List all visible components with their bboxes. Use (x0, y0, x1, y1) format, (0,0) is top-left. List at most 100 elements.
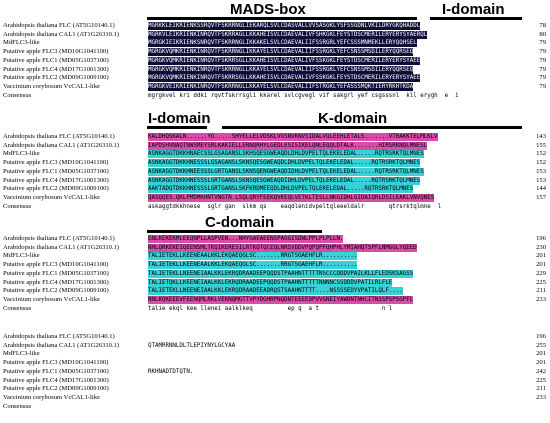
residue-segment: NNLKQKEEEVFEENQMLRKLVEKNQMGTTVPYDGHRPNQD… (148, 295, 414, 304)
sequence-end-position: 196 (536, 235, 546, 242)
sequence-residues: QASQQES.QKLPMDMKHNTVNGTN.LSQLQRYFEEKQVKE… (148, 193, 518, 202)
sequence-name: Putative apple FLC2 (MD09G1009100) (3, 74, 109, 82)
sequence-residues: MGRKKLEIKRIENKSSRQVTFSKRRNGLIEKARQLSVLCD… (148, 22, 518, 30)
sequence-name: Consensus (3, 304, 32, 312)
sequence-name: Putative apple FLC1 (MD05G1037100) (3, 56, 109, 64)
sequence-end-position: 233 (536, 295, 546, 303)
residue-segment: MGRGKVQMKRIENKINRQVTFSKRRSGLLKKAHEISVLCD… (148, 74, 421, 83)
sequence-end-position: 153 (536, 176, 546, 184)
sequence-rows: Arabidopsis thaliana FLC (AT5G10140.1) EN… (0, 235, 550, 313)
residue-segment: KALDHQSKALN......YG.....SHYELLELVDSKLVGS… (148, 133, 438, 141)
sequence-name: Arabidopsis thaliana FLC (AT5G10140.1) (3, 333, 115, 340)
mads-box-domain-label: MADS-box (230, 1, 306, 18)
sequence-name: Consensus (3, 91, 32, 99)
sequence-name: MdFLC3-like (3, 252, 40, 260)
sequence-name: MdFLC3-like (3, 39, 40, 47)
residue-segment: MGRGKVEIKRIENKINRQVTFSKRRNGLLKKAYELSVLCD… (148, 82, 414, 91)
residue-segment: IAPDSHVNAQTNWSMEYSRLKAKIELLERNQRHYLGEDLE… (148, 141, 428, 150)
sequence-end-position: 152 (536, 159, 546, 167)
sequence-residues: MGRGKVQMKRIENKINRQVTFSKRRSGLLKKAHEISVLCD… (148, 74, 518, 83)
sequence-end-position: 201 (536, 252, 546, 260)
sequence-name: Putative apple FLC1 (MD05G1037100) (3, 367, 109, 375)
sequence-end-position: 201 (536, 350, 546, 358)
sequence-residues: mgrgkvel kri ddki rqvtfskrrsgli kkarel s… (148, 92, 518, 100)
sequence-residues: MGRKVLEIKRIENKINRQVTFSKRRAGLLKKAHEISVLCD… (148, 30, 518, 39)
sequence-row: Vaccinium corybosum VcCAL1-like MGRGKVEIK… (0, 82, 550, 91)
sequence-row: Vaccinium corybosum VcCAL1-like 233 (0, 394, 550, 402)
sequence-residues: talie ekql kee llenei aalklkeq ep q a t … (148, 305, 518, 313)
sequence-end-position: 79 (539, 39, 546, 47)
sequence-row: Putative apple FLC2 (MD09G1009100) 211 (0, 385, 550, 393)
sequence-name: Arabidopsis thaliana CAL1 (AT1G26310.1) (3, 141, 120, 149)
sequence-row: Putative apple FLC2 (MD09G1009100) MGRGKV… (0, 74, 550, 83)
consensus-row: Consensus askaggtdkkhnese sglr gan slkm q… (0, 203, 550, 211)
sequence-name: Arabidopsis thaliana FLC (AT5G10140.1) (3, 235, 115, 242)
sequence-end-position: 233 (536, 393, 546, 401)
sequence-end-position: 79 (539, 74, 546, 82)
residue-segment: AAKTADQTDKKHNESSSLGRTGANSLSKFKRDMEEQDLDH… (148, 185, 414, 194)
sequence-residues: MGRGKVEIKRIENKINRQVTFSKRRNGLLKKAYELSVLCD… (148, 82, 518, 91)
k-domain-bar (222, 126, 522, 129)
sequence-end-position: 211 (536, 287, 546, 295)
sequence-row: Arabidopsis thaliana FLC (AT5G10140.1) EN… (0, 235, 550, 243)
sequence-name: Putative apple FLC4 (MD17G1001300) (3, 278, 109, 286)
sequence-name: MdFLC3-like (3, 350, 40, 358)
sequence-residues (148, 359, 518, 367)
sequence-row: Putative apple FLC3 (MD10G1041100) 201 (0, 359, 550, 367)
sequence-row: Putative apple FLC4 (MD17G1001300) TALIET… (0, 278, 550, 287)
sequence-row: Arabidopsis thaliana CAL1 (AT1G26310.1) N… (0, 243, 550, 252)
sequence-row: Putative apple FLC1 (MD05G1037100) TALIET… (0, 269, 550, 278)
sequence-end-position: 79 (539, 65, 546, 73)
sequence-end-position: 153 (536, 167, 546, 175)
sequence-rows: Arabidopsis thaliana FLC (AT5G10140.1) 19… (0, 333, 550, 413)
sequence-residues: TALIETEKLLKEENEAALKKLEKQAEQGLSC.......RR… (148, 252, 518, 261)
sequence-row: Putative apple FLC3 (MD10G1041100) TALIET… (0, 261, 550, 270)
sequence-row: Arabidopsis thaliana FLC (AT5G10140.1) MG… (0, 22, 550, 30)
c-domain-bar (147, 230, 322, 233)
sequence-name: Putative apple FLC3 (MD10G1041100) (3, 261, 109, 269)
sequence-name: Putative apple FLC2 (MD09G1009100) (3, 287, 109, 295)
sequence-name: Putative apple FLC4 (MD17G1001300) (3, 65, 109, 73)
sequence-residues: MGRGKVQMKRIENKINRQVTFSKRRNGLLKKAYELSVLCD… (148, 65, 518, 74)
sequence-name: Vaccinium corybosum VcCAL1-like (3, 193, 100, 201)
sequence-end-position: 79 (539, 48, 546, 56)
sequence-residues: TALIETEKLLNEENEIAALKKLEKRQDRAADEEPQQDSTP… (148, 269, 518, 278)
sequence-name: MdFLC3-like (3, 150, 40, 158)
sequence-row: Putative apple FLC1 (MD05G1037100) RKHNAD… (0, 368, 550, 376)
sequence-residues: TALIETEKLLNEENEIAALKKLEKRQDRAADEEADRQSTS… (148, 287, 518, 296)
sequence-residues: MGRGKVQMKRIENKINRQVTFSKRRSGLLKKAHEISVLCD… (148, 56, 518, 65)
sequence-residues: ENLKEKEKMLEEQNPLLASPVEN...NHYGAEAEENSPAG… (148, 235, 518, 243)
sequence-name: Arabidopsis thaliana CAL1 (AT1G26310.1) (3, 30, 120, 38)
sequence-residues: ASNKAGGTDKKHNESSSLGRTGANSLSKNSQESGWEAQDI… (148, 176, 518, 185)
sequence-row: Putative apple FLC1 (MD05G1037100) MGRGKV… (0, 56, 550, 65)
sequence-row: Arabidopsis thaliana CAL1 (AT1G26310.1) Q… (0, 342, 550, 350)
sequence-row: MdFLC3-like 201 (0, 350, 550, 358)
sequence-name: Putative apple FLC2 (MD09G1009100) (3, 385, 109, 393)
sequence-row: Vaccinium corybosum VcCAL1-like NNLKQKEEE… (0, 295, 550, 304)
sequence-name: Arabidopsis thaliana FLC (AT5G10140.1) (3, 22, 115, 29)
sequence-name: Vaccinium corybosum VcCAL1-like (3, 295, 100, 303)
sequence-residues: askaggtdkkhnese sglr gan slkm qs eaqdlen… (148, 203, 518, 211)
sequence-residues: AAKTADQTDKKHNESSSLGRTGANSLSKFKRDMEEQDLDH… (148, 185, 518, 194)
sequence-end-position: 78 (539, 22, 546, 29)
sequence-row: Arabidopsis thaliana FLC (AT5G10140.1) KA… (0, 133, 550, 141)
residue-segment: MGRKVLEIKRIENKINRQVTFSKRRAGLLKKAHEISVLCD… (148, 30, 428, 39)
sequence-end-position: 80 (539, 30, 546, 38)
residue-segment: MGRGKVQMKRIENKINRQVTFSKRRNGLLKKAYELSVLCD… (148, 65, 414, 74)
sequence-residues: IAPDSHVNAQTNWSMEYSRLKAKIELLERNQRHYLGEDLE… (148, 141, 518, 150)
sequence-residues: ASNKAGGTDKKHNEESSSLGRTGANSLSKNSQENGWEAQD… (148, 167, 518, 176)
residue-segment: ASNKAGGTDKKHNESSSLGSAGANSLSKNSQESGWEAQDL… (148, 159, 421, 168)
residue-segment: ASNKAGGTDKKHNAECSSLGSAGANSLSKHSQESGWEAQD… (148, 150, 424, 159)
residue-segment: RKHNADTDTQTN. (148, 368, 194, 375)
sequence-name: Putative apple FLC3 (MD10G1041100) (3, 359, 109, 367)
residue-segment: MGRGKIEIKRIENKSNRQVTFSKRRNGLIKKAKELSVLCD… (148, 39, 417, 48)
sequence-row: Putative apple FLC1 (MD05G1037100) ASNKAG… (0, 167, 550, 176)
sequence-end-position: 79 (539, 82, 546, 90)
residue-segment: TALIETQKLLKEENEIAALKKLEKRQDRAADEEPQQDSTP… (148, 278, 393, 287)
alignment-block-3: C-domain Arabidopsis thaliana FLC (AT5G1… (0, 210, 550, 313)
residue-segment: ASNKAGGTDKKHNEESSSLGRTGANSLSKNSQENGWEAQD… (148, 167, 424, 176)
sequence-end-position: 201 (536, 359, 546, 367)
sequence-residues: KALDHQSKALN......YG.....SHYELLELVDSKLVGS… (148, 133, 518, 141)
sequence-name: Vaccinium corybosum VcCAL1-like (3, 393, 100, 401)
residue-segment: TALIETEKLLKEENEAALKKLEKQAEQGLSC.......RR… (148, 252, 358, 261)
